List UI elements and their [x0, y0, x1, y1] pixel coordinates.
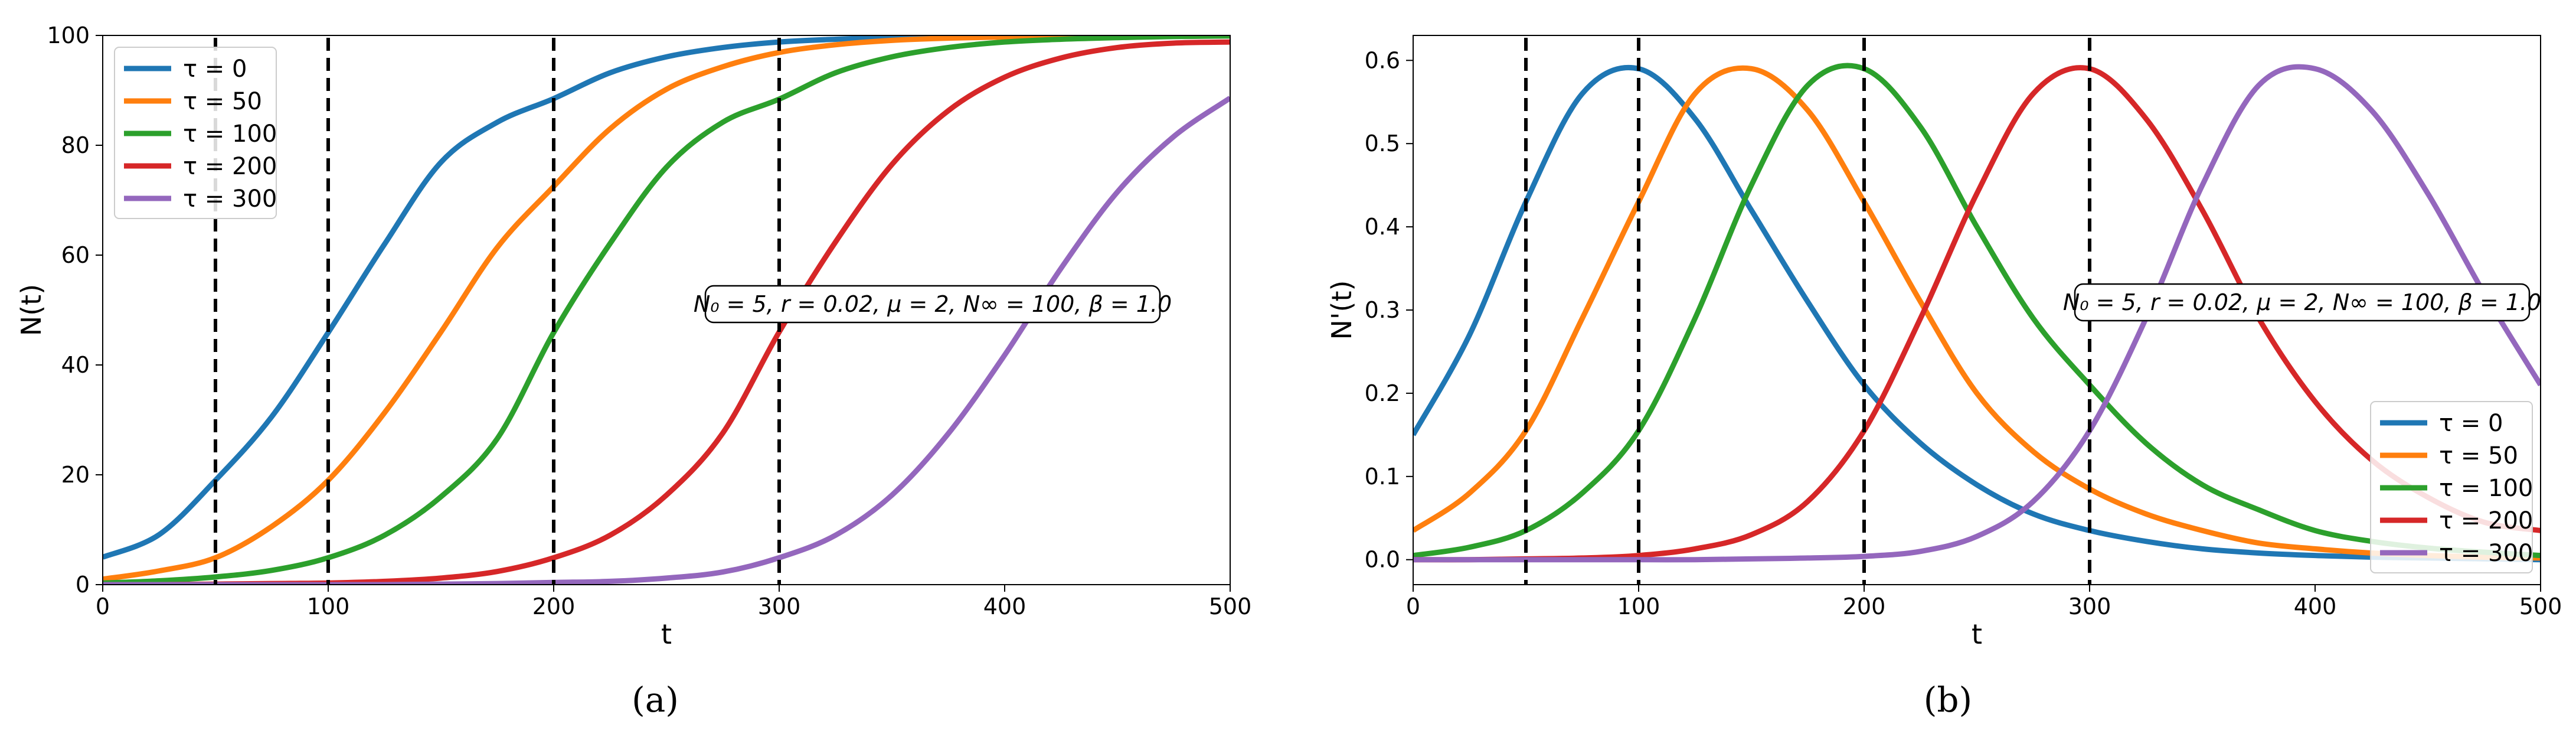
y-tick-label: 0.2 [1365, 380, 1400, 406]
x-tick-label: 200 [1843, 593, 1886, 619]
plot-frame [1413, 35, 2541, 585]
x-axis-label: t [1972, 618, 1982, 650]
y-tick-label: 20 [61, 462, 90, 488]
y-tick-label: 100 [47, 22, 90, 48]
y-tick-label: 0.0 [1365, 547, 1400, 573]
x-tick-label: 0 [1406, 593, 1420, 619]
legend-label: τ = 100 [2439, 475, 2533, 502]
x-tick-label: 100 [1617, 593, 1660, 619]
series-line-tau-100 [1413, 63, 2541, 559]
parameter-box [704, 285, 1161, 324]
x-tick-label: 200 [532, 593, 576, 619]
x-tick-label: 300 [758, 593, 801, 619]
legend-label: τ = 0 [2439, 410, 2503, 437]
x-tick-label: 100 [307, 593, 350, 619]
y-tick-label: 80 [61, 132, 90, 158]
legend-label: τ = 200 [183, 153, 277, 180]
parameter-annotation: N₀ = 5, r = 0.02, μ = 2, N∞ = 100, β = 1… [2063, 289, 2541, 315]
series-line-tau-0 [1413, 64, 2541, 563]
x-tick-label: 400 [983, 593, 1027, 619]
legend-label: τ = 300 [183, 185, 277, 213]
caption-b: (b) [1924, 680, 1972, 720]
legend-box [2370, 401, 2533, 573]
panel-a: 0 100 200 300 400 500 0 20 40 60 80 100 t N(t) N₀ = 5,… [15, 22, 1251, 650]
legend-label: τ = 300 [2439, 540, 2533, 567]
x-tick-label: 300 [2068, 593, 2111, 619]
y-tick-label: 0.6 [1365, 47, 1400, 73]
panel-b: 0 100 200 300 400 500 0.0 0.1 0.2 0.3 0.4 0.5 0.6 t N'… [1326, 35, 2562, 650]
series-line-tau-100 [103, 35, 1230, 585]
y-tick-label: 0.3 [1365, 297, 1400, 323]
series-line-tau-50 [103, 35, 1230, 582]
parameter-annotation: N₀ = 5, r = 0.02, μ = 2, N∞ = 100, β = 1… [694, 291, 1172, 317]
series-line-tau-50 [1413, 65, 2541, 561]
series-line-tau-200 [1413, 65, 2541, 563]
legend-label: τ = 200 [2439, 507, 2533, 534]
y-tick-label: 60 [61, 242, 90, 268]
series-line-tau-300 [1413, 64, 2541, 563]
y-axis-label: N'(t) [1326, 281, 1358, 340]
series-line-tau-300 [103, 96, 1230, 585]
y-tick-label: 0.1 [1365, 464, 1400, 490]
y-axis-label: N(t) [15, 284, 47, 336]
legend-label: τ = 100 [183, 120, 277, 148]
parameter-box [2074, 283, 2531, 322]
y-tick-label: 40 [61, 352, 90, 378]
x-axis-label: t [661, 618, 672, 650]
y-tick-label: 0 [76, 572, 90, 598]
x-tick-label: 500 [1209, 593, 1252, 619]
y-tick-label: 0.5 [1365, 131, 1400, 156]
legend-label: τ = 50 [183, 88, 262, 115]
legend-label: τ = 0 [183, 56, 247, 83]
x-tick-label: 400 [2294, 593, 2337, 619]
legend-box [114, 47, 277, 219]
legend-label: τ = 50 [2439, 442, 2518, 469]
x-tick-label: 500 [2519, 593, 2562, 619]
x-tick-label: 0 [96, 593, 110, 619]
caption-a: (a) [632, 680, 679, 720]
y-tick-label: 0.4 [1365, 214, 1400, 240]
plot-frame [102, 35, 1231, 585]
